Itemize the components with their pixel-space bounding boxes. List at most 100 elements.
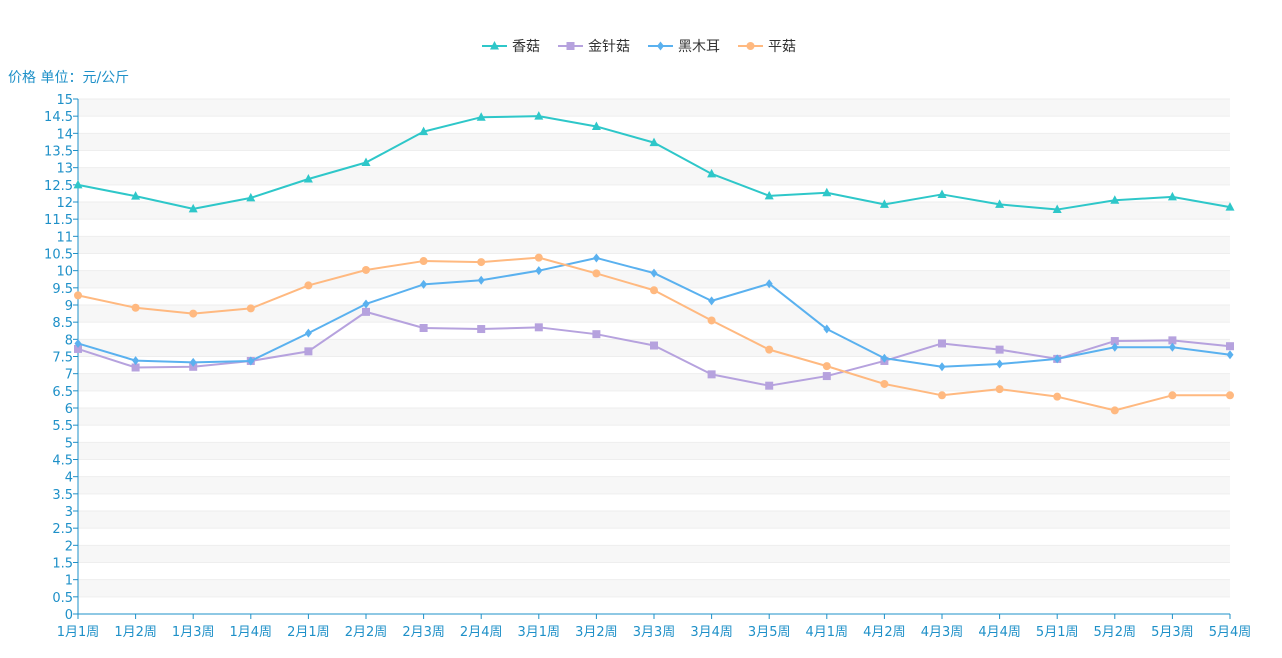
data-point[interactable] — [535, 266, 543, 276]
data-point[interactable] — [1226, 391, 1234, 400]
data-point[interactable] — [189, 309, 198, 318]
data-point[interactable] — [362, 307, 370, 316]
data-point[interactable] — [303, 173, 313, 183]
data-point[interactable] — [1052, 204, 1062, 214]
y-tick-label: 12.5 — [44, 179, 73, 194]
grid-band — [78, 202, 1230, 220]
y-tick-label: 0 — [65, 608, 73, 623]
data-point[interactable] — [131, 363, 140, 372]
data-point[interactable] — [188, 203, 198, 213]
data-point[interactable] — [304, 281, 313, 290]
y-tick-label: 5.5 — [52, 419, 73, 434]
data-point[interactable] — [938, 362, 946, 372]
data-point[interactable] — [132, 356, 140, 366]
data-point[interactable] — [476, 112, 486, 121]
legend-item-1[interactable]: 金针菇 — [558, 39, 630, 55]
data-point[interactable] — [1168, 391, 1177, 400]
data-point[interactable] — [189, 357, 197, 367]
data-point[interactable] — [822, 362, 831, 371]
data-point[interactable] — [247, 356, 255, 366]
data-point[interactable] — [362, 265, 370, 274]
y-tick-label: 5 — [65, 436, 73, 451]
data-point[interactable] — [419, 257, 428, 266]
data-point[interactable] — [74, 291, 82, 300]
data-point[interactable] — [246, 304, 255, 313]
data-point[interactable] — [131, 191, 141, 200]
legend-marker — [657, 41, 664, 51]
data-point[interactable] — [1226, 350, 1234, 360]
data-point[interactable] — [765, 381, 774, 390]
data-point[interactable] — [650, 286, 658, 295]
data-point[interactable] — [534, 253, 543, 262]
legend[interactable]: 香菇 金针菇 黑木耳 平菇 — [482, 39, 796, 55]
y-tick-label: 6.5 — [52, 385, 73, 400]
data-point[interactable] — [707, 168, 717, 178]
data-point[interactable] — [592, 253, 600, 263]
data-point[interactable] — [74, 344, 82, 353]
data-point[interactable] — [534, 111, 544, 120]
data-point[interactable] — [1168, 336, 1177, 345]
data-point[interactable] — [764, 190, 774, 200]
data-point[interactable] — [765, 279, 773, 289]
data-point[interactable] — [477, 258, 486, 267]
data-point[interactable] — [649, 137, 659, 147]
data-point[interactable] — [938, 339, 946, 348]
data-point[interactable] — [420, 279, 428, 289]
data-point[interactable] — [1110, 195, 1120, 204]
grid-band — [78, 476, 1230, 494]
data-point[interactable] — [1225, 202, 1235, 211]
data-point[interactable] — [419, 324, 428, 333]
legend-item-0[interactable]: 香菇 — [482, 39, 540, 55]
data-point[interactable] — [1111, 342, 1119, 352]
data-point[interactable] — [1053, 392, 1062, 401]
data-point[interactable] — [822, 372, 831, 381]
data-point[interactable] — [1226, 342, 1234, 351]
legend-marker — [746, 42, 755, 50]
data-point[interactable] — [477, 275, 485, 285]
data-point[interactable] — [1110, 406, 1119, 415]
data-point[interactable] — [1053, 354, 1061, 364]
data-point[interactable] — [995, 199, 1005, 208]
data-point[interactable] — [822, 187, 832, 197]
data-point[interactable] — [823, 324, 831, 334]
data-point[interactable] — [995, 345, 1004, 354]
legend-item-2[interactable]: 黑木耳 — [648, 39, 720, 55]
y-tick-label: 11 — [56, 230, 73, 245]
data-point[interactable] — [707, 370, 716, 379]
data-point[interactable] — [362, 299, 370, 309]
data-point[interactable] — [650, 268, 658, 278]
data-point[interactable] — [246, 192, 256, 202]
data-point[interactable] — [534, 323, 543, 332]
y-tick-label: 12 — [56, 196, 73, 211]
data-point[interactable] — [361, 157, 371, 167]
data-point[interactable] — [938, 391, 946, 400]
data-point[interactable] — [937, 189, 947, 198]
data-point[interactable] — [996, 359, 1004, 369]
data-point[interactable] — [74, 338, 82, 348]
data-point[interactable] — [1110, 337, 1119, 346]
x-tick-label: 4月4周 — [978, 625, 1021, 640]
data-point[interactable] — [880, 379, 889, 388]
data-point[interactable] — [880, 353, 888, 363]
data-point[interactable] — [765, 345, 774, 354]
legend-item-3[interactable]: 平菇 — [738, 39, 796, 55]
x-tick-label: 1月2周 — [114, 625, 157, 640]
data-point[interactable] — [131, 303, 140, 312]
data-point[interactable] — [304, 347, 313, 356]
data-point[interactable] — [995, 385, 1004, 394]
data-point[interactable] — [708, 296, 716, 306]
data-point[interactable] — [879, 199, 889, 208]
data-point[interactable] — [304, 328, 312, 338]
data-point[interactable] — [592, 269, 601, 278]
data-point[interactable] — [591, 121, 601, 130]
data-point[interactable] — [707, 316, 716, 325]
data-point[interactable] — [477, 325, 486, 334]
data-point[interactable] — [73, 179, 83, 189]
data-point[interactable] — [419, 126, 429, 136]
data-point[interactable] — [1167, 191, 1177, 201]
data-point[interactable] — [592, 330, 601, 339]
data-point[interactable] — [1168, 342, 1176, 352]
x-tick-label: 2月2周 — [345, 625, 388, 640]
series-1 — [74, 307, 1234, 390]
data-point[interactable] — [650, 341, 658, 350]
